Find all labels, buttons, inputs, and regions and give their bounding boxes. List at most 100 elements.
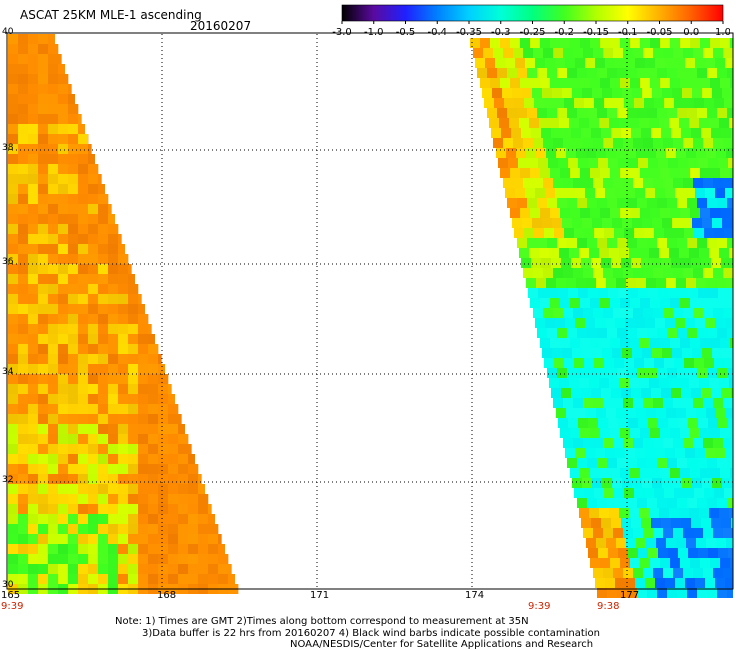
swath-cell	[673, 398, 683, 408]
swath-cell	[78, 194, 88, 204]
swath-cell	[524, 228, 534, 238]
swath-cell	[58, 314, 68, 324]
swath-cell	[611, 388, 621, 398]
swath-cell	[98, 474, 108, 484]
swath-cell	[78, 234, 88, 244]
swath-cell	[78, 154, 88, 164]
swath-cell	[537, 328, 547, 338]
swath-cell	[731, 388, 733, 398]
swath-cell	[536, 278, 546, 288]
swath-cell	[78, 364, 88, 374]
swath-cell	[671, 518, 681, 528]
swath-cell	[611, 128, 621, 138]
swath-cell	[118, 374, 128, 384]
swath-cell	[178, 494, 188, 504]
swath-cell	[58, 274, 68, 284]
swath-cell	[8, 554, 18, 564]
swath-cell	[607, 368, 617, 378]
swath-cell	[48, 374, 58, 384]
swath-cell	[591, 258, 601, 268]
swath-cell	[98, 334, 108, 344]
swath-cell	[168, 384, 172, 394]
swath-cell	[38, 464, 48, 474]
swath-cell	[18, 264, 28, 274]
swath-cell	[660, 208, 670, 218]
swath-cell	[547, 108, 557, 118]
swath-cell	[647, 108, 657, 118]
swath-cell	[589, 508, 599, 518]
swath-cell	[683, 268, 693, 278]
swath-cell	[560, 78, 570, 88]
swath-cell	[653, 138, 663, 148]
swath-cell	[719, 378, 729, 388]
swath-cell	[681, 518, 691, 528]
swath-cell	[640, 78, 650, 88]
swath-cell	[48, 394, 58, 404]
swath-cell	[48, 204, 58, 214]
swath-cell	[577, 68, 587, 78]
swath-cell	[667, 588, 677, 598]
swath-cell	[588, 548, 598, 558]
swath-cell	[168, 524, 178, 534]
swath-cell	[724, 358, 733, 368]
swath-cell	[8, 154, 18, 164]
swath-cell	[651, 128, 661, 138]
swath-cell	[58, 84, 68, 94]
swath-cell	[674, 98, 684, 108]
swath-cell	[715, 318, 725, 328]
swath-cell	[118, 234, 122, 244]
left-swath	[8, 34, 239, 594]
swath-cell	[610, 558, 620, 568]
swath-cell	[677, 198, 687, 208]
swath-cell	[28, 214, 38, 224]
swath-cell	[28, 94, 38, 104]
swath-cell	[58, 74, 68, 84]
swath-cell	[550, 38, 560, 48]
swath-cell	[689, 378, 699, 388]
swath-cell	[696, 278, 706, 288]
swath-cell	[48, 304, 58, 314]
swath-cell	[28, 364, 38, 374]
swath-cell	[58, 474, 68, 484]
swath-cell	[198, 574, 208, 584]
swath-cell	[88, 374, 98, 384]
swath-cell	[577, 198, 587, 208]
swath-cell	[697, 498, 707, 508]
swath-cell	[88, 274, 98, 284]
swath-cell	[637, 68, 647, 78]
swath-cell	[48, 114, 58, 124]
swath-cell	[718, 418, 728, 428]
swath-cell	[620, 208, 630, 218]
swath-cell	[527, 198, 537, 208]
swath-cell	[729, 378, 733, 388]
swath-cell	[705, 578, 715, 588]
swath-cell	[711, 128, 721, 138]
swath-cell	[537, 68, 547, 78]
swath-cell	[643, 138, 653, 148]
swath-cell	[58, 434, 68, 444]
swath-cell	[78, 504, 88, 514]
swath-cell	[118, 484, 128, 494]
swath-cell	[48, 564, 58, 574]
swath-cell	[78, 564, 88, 574]
swath-cell	[48, 34, 55, 44]
swath-cell	[633, 568, 643, 578]
swath-cell	[58, 374, 68, 384]
swath-cell	[648, 548, 658, 558]
swath-cell	[138, 344, 148, 354]
swath-cell	[694, 98, 704, 108]
swath-cell	[38, 194, 48, 204]
swath-cell	[516, 148, 526, 158]
swath-cell	[640, 338, 650, 348]
swath-cell	[658, 158, 668, 168]
swath-cell	[18, 474, 28, 484]
swath-cell	[8, 414, 18, 424]
swath-cell	[98, 284, 108, 294]
swath-cell	[138, 374, 148, 384]
swath-cell	[593, 48, 603, 58]
swath-cell	[188, 514, 198, 524]
swath-cell	[28, 244, 38, 254]
swath-cell	[681, 128, 691, 138]
swath-cell	[595, 448, 605, 458]
swath-cell	[667, 328, 677, 338]
